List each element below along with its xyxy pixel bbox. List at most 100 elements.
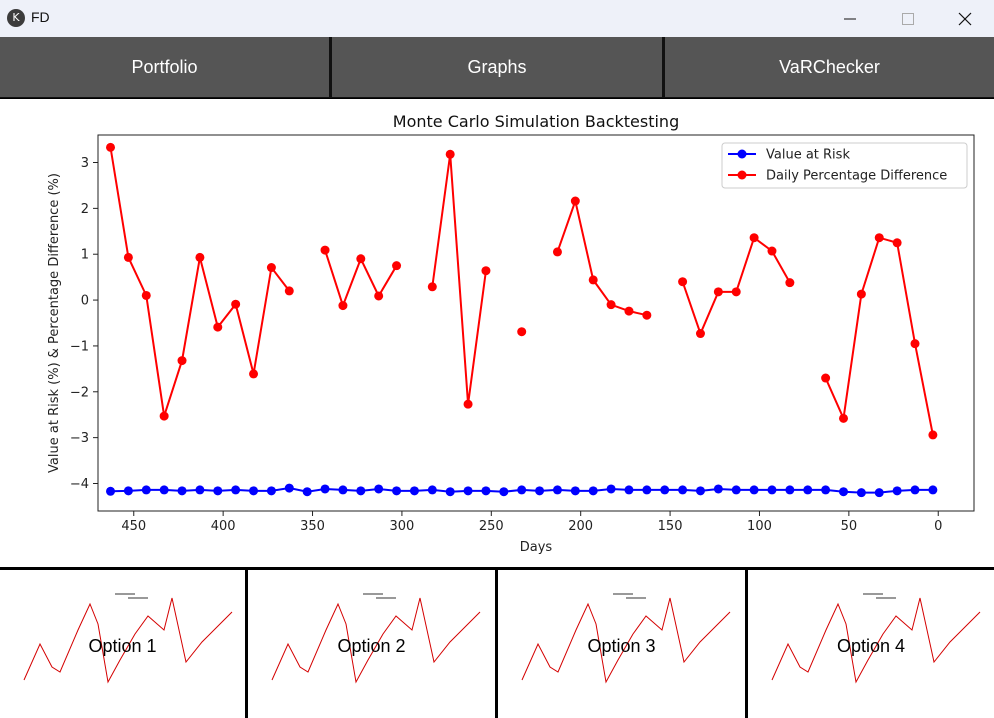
data-point-2 [910,339,920,349]
option-3-button[interactable]: Option 3 [498,570,745,718]
data-point-1 [713,484,723,494]
legend-marker [737,170,747,180]
data-point-2 [624,306,634,316]
x-tick-label: 400 [211,519,236,534]
option-thumbnail-icon [771,593,981,684]
data-point-1 [660,485,670,495]
data-point-2 [374,291,384,301]
data-point-1 [392,486,402,496]
option-4-button[interactable]: Option 4 [748,570,994,718]
data-point-2 [606,300,616,310]
data-point-2 [838,413,848,423]
option-label: Option 4 [836,636,906,656]
data-point-2 [731,287,741,297]
data-point-2 [928,430,938,440]
data-point-2 [249,369,259,379]
data-point-2 [445,149,455,159]
data-point-2 [642,310,652,320]
data-point-1 [231,485,241,495]
data-point-1 [749,485,759,495]
data-point-1 [481,486,491,496]
y-tick-label: 1 [81,248,89,263]
data-point-2 [266,263,276,273]
x-tick-label: 150 [658,519,683,534]
data-point-1 [141,485,151,495]
data-point-1 [374,484,384,494]
x-axis-label: Days [520,540,553,555]
close-icon [958,12,972,25]
data-point-1 [177,486,187,496]
data-point-1 [767,485,777,495]
option-thumbnail-icon [23,593,233,684]
legend-box [721,142,968,189]
data-point-2 [463,399,473,409]
tab-varchecker[interactable]: VaRChecker [665,37,994,97]
data-point-2 [856,289,866,299]
data-point-2 [284,286,294,296]
option-2-button[interactable]: Option 2 [248,570,495,718]
data-point-1 [159,485,169,495]
data-point-1 [731,485,741,495]
data-point-1 [499,487,509,497]
data-point-1 [678,485,688,495]
option-label: Option 1 [88,636,157,656]
data-point-2 [695,329,705,339]
x-tick-label: 50 [841,519,858,534]
backtest-chart: Monte Carlo Simulation Backtesting 450 400… [0,99,994,567]
data-point-2 [356,254,366,264]
data-point-1 [463,486,473,496]
maximize-button[interactable] [879,0,937,37]
data-point-1 [892,486,902,496]
option-1-button[interactable]: Option 1 [0,570,245,718]
data-point-2 [713,287,723,297]
x-tick-label: 0 [934,519,942,534]
data-point-1 [785,485,795,495]
data-point-1 [874,488,884,498]
data-point-1 [642,485,652,495]
data-point-1 [803,485,813,495]
option-label: Option 2 [337,636,406,656]
chart-canvas: Monte Carlo Simulation Backtesting 450 400… [47,112,975,555]
window-titlebar: K FD [0,0,994,37]
data-point-2 [874,233,884,243]
chart-title: Monte Carlo Simulation Backtesting [393,112,679,131]
data-point-1 [338,485,348,495]
data-point-1 [302,487,312,497]
data-point-1 [249,486,259,496]
data-point-1 [320,484,330,494]
thumbnail-line [271,597,481,684]
minimize-button[interactable] [821,0,879,37]
y-tick-label: 2 [81,202,89,217]
data-point-2 [213,322,223,332]
y-axis-label: Value at Risk (%) & Percentage Differenc… [47,173,62,473]
data-point-2 [821,373,831,383]
legend-entry: Daily Percentage Difference [766,169,947,184]
x-tick-label: 100 [747,519,772,534]
data-point-2 [177,356,187,366]
x-tick-label: 200 [568,519,593,534]
data-point-1 [552,485,562,495]
tab-graphs[interactable]: Graphs [332,37,662,97]
close-button[interactable] [936,0,994,37]
y-tick-label: −2 [70,385,89,400]
x-tick-label: 350 [300,519,325,534]
thumbnail-line [23,597,233,684]
data-point-1 [570,486,580,496]
option-thumbnail-icon [521,593,731,684]
data-point-1 [517,485,527,495]
plot-frame [97,134,975,512]
thumbnail-line [771,597,981,684]
option-label: Option 3 [587,636,656,656]
data-point-1 [910,485,920,495]
data-point-2 [767,246,777,256]
data-point-2 [749,233,759,243]
data-point-1 [284,483,294,493]
data-point-2 [785,278,795,288]
x-tick-label: 450 [121,519,146,534]
x-tick-label: 300 [390,519,415,534]
series-line-2 [431,154,487,405]
kivy-icon: K [7,9,25,27]
y-tick-label: 0 [81,294,89,309]
legend-entry: Value at Risk [766,148,850,163]
tab-portfolio[interactable]: Portfolio [0,37,329,97]
